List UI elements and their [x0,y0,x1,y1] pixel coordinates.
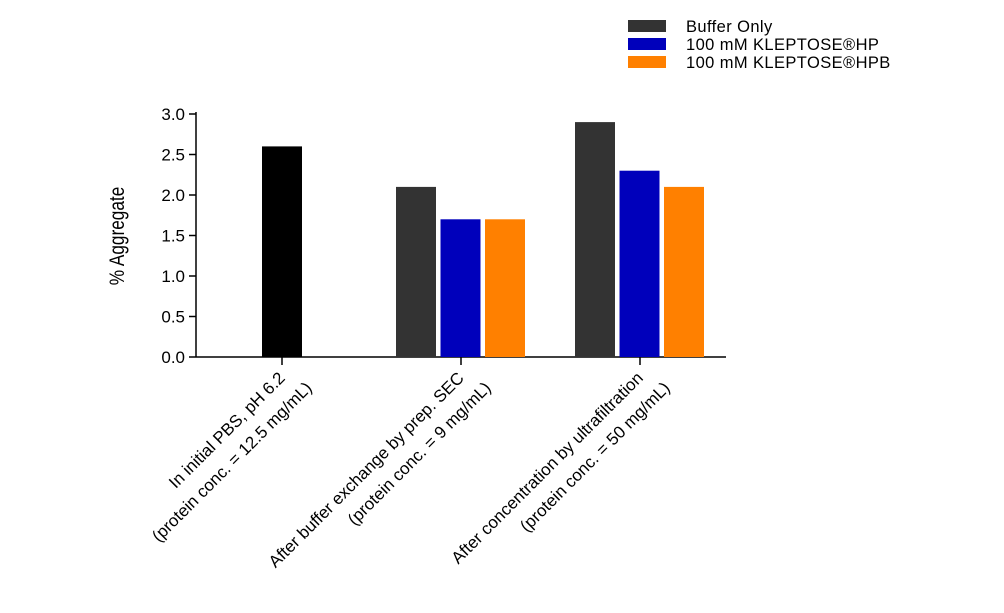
x-tick-label-line: (protein conc. = 50 mg/mL) [516,378,673,535]
legend-swatch [628,20,666,32]
x-tick-label-line: (protein conc. = 12.5 mg/mL) [148,378,315,545]
bar-100-mm-kleptose-hp-1 [440,219,481,357]
legend-label: 100 mM KLEPTOSE®HP [686,36,879,54]
bar-100-mm-kleptose-hpb-2 [664,186,704,357]
x-tick-labels: In initial PBS, pH 6.2(protein conc. = 1… [130,360,673,571]
x-tick-label: In initial PBS, pH 6.2(protein conc. = 1… [130,360,316,546]
legend-label: 100 mM KLEPTOSE®HPB [686,54,891,72]
legend-label: Buffer Only [686,18,773,36]
y-axis-label: % Aggregate [107,187,130,286]
legend-swatch [628,56,666,68]
y-tick-label: 0.5 [161,308,185,327]
y-tick-label: 1.0 [161,267,185,286]
bars [262,122,704,357]
y-tick-label: 1.5 [161,227,185,246]
bar-100-mm-kleptose-hpb-1 [485,219,525,357]
bar-buffer-only-2 [575,122,615,357]
x-tick-label-line: (protein conc. = 9 mg/mL) [344,378,495,529]
bar-100-mm-kleptose-hp-2 [619,170,660,357]
y-tick-label: 3.0 [161,105,185,124]
bar-buffer-only-1 [396,186,436,357]
y-tick-label: 2.5 [161,146,185,165]
legend-swatch [628,38,666,50]
y-tick-label: 0.0 [161,348,185,367]
bar-initial-pbs [262,146,302,357]
y-tick-label: 2.0 [161,186,185,205]
